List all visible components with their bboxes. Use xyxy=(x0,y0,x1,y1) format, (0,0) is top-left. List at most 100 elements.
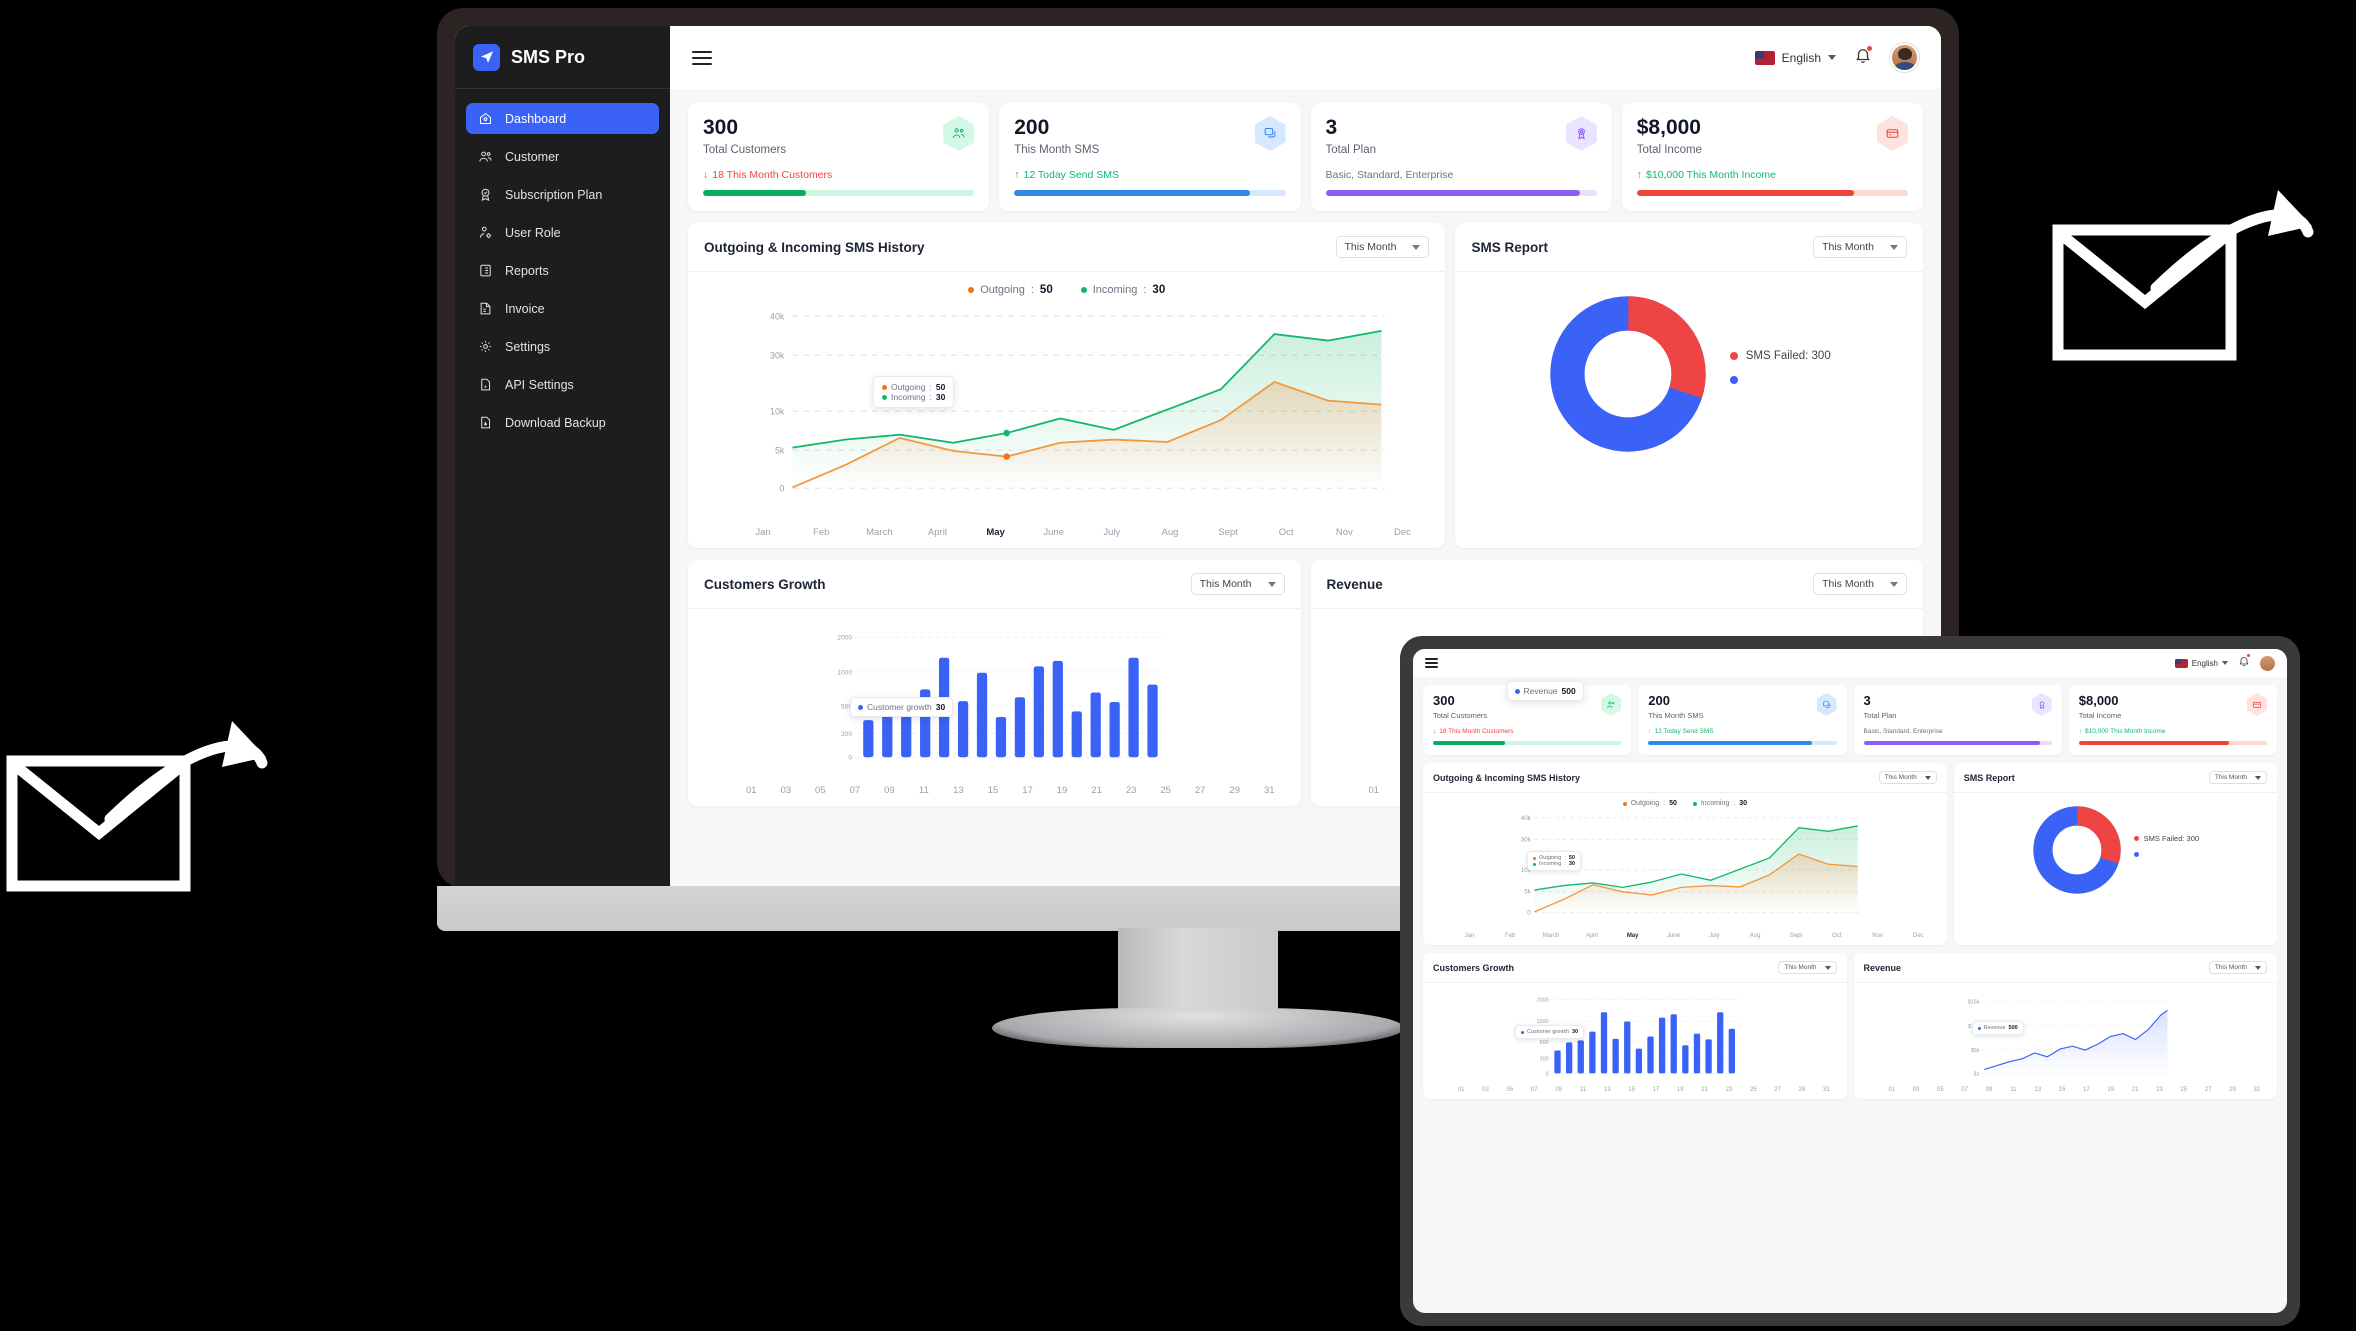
tablet-stat-cards: 300 Total Customers ↓ 18 This Month Cust… xyxy=(1423,685,2277,755)
legend-value: 50 xyxy=(1039,284,1053,297)
panel-sms-history: Outgoing & Incoming SMS History This Mon… xyxy=(1423,763,1947,945)
avatar[interactable] xyxy=(1890,43,1919,72)
stat-trend-label: Basic, Standard, Enterprise xyxy=(1863,728,1943,735)
revenue-xaxis: 01 03 05 07 09 11 13 15 17 19 21 23 25 2… xyxy=(1854,1085,2278,1099)
language-selector[interactable]: English xyxy=(2174,658,2228,668)
svg-text:$5k: $5k xyxy=(1970,1048,1979,1054)
legend-item-incoming: Incoming: 30 xyxy=(1692,800,1747,807)
stat-card-total-plan: 3 Total Plan Basic, Standard, Enterprise xyxy=(1310,103,1612,212)
tooltip-dot xyxy=(858,704,863,710)
decorative-envelope-icon xyxy=(6,721,268,892)
xaxis-tick: 05 xyxy=(1937,1087,1944,1093)
customers-growth-chart: 2000 1000 500 200 0 xyxy=(688,609,1301,781)
sidebar-item-settings[interactable]: Settings xyxy=(466,331,659,362)
xaxis-tick: Nov xyxy=(1335,527,1353,539)
tooltip-dot xyxy=(1514,688,1520,694)
svg-text:1000: 1000 xyxy=(837,669,852,676)
xaxis-tick: 13 xyxy=(953,785,964,797)
legend-item-sms-sent xyxy=(2133,852,2199,857)
award-ribbon-icon xyxy=(2031,693,2052,716)
sms-history-legend: Outgoing: 50 Incoming: 30 xyxy=(1423,793,1947,809)
sms-report-filter-select[interactable]: This Month xyxy=(1813,236,1907,259)
revenue-filter-select[interactable]: This Month xyxy=(1813,573,1907,596)
revenue-filter-select[interactable]: This Month xyxy=(2208,961,2267,974)
sidebar-item-user-role[interactable]: User Role xyxy=(466,217,659,248)
svg-text:5k: 5k xyxy=(1524,889,1531,896)
customers-growth-filter-select[interactable]: This Month xyxy=(1190,573,1285,596)
sms-history-filter-select[interactable]: This Month xyxy=(1335,236,1430,259)
stat-value: 200 xyxy=(1014,116,1050,139)
paper-plane-icon xyxy=(473,43,500,71)
xaxis-tick: 31 xyxy=(1263,785,1275,797)
stat-trend: Basic, Standard, Enterprise xyxy=(1326,169,1597,181)
sidebar-item-invoice[interactable]: Invoice xyxy=(466,293,659,324)
charts-row-1: Outgoing & Incoming SMS History This Mon… xyxy=(688,223,1923,549)
invoice-icon xyxy=(478,301,493,316)
progress-track xyxy=(2078,741,2267,745)
stat-card-total-income: $8,000 Total Income ↑ $10,000 This Month… xyxy=(2068,685,2277,755)
tooltip-dot xyxy=(1977,1026,1981,1030)
tooltip-label: Incoming xyxy=(891,392,926,403)
tooltip-value: 30 xyxy=(1571,1029,1579,1035)
revenue-chart: $15k$10k $5k$1 Revenue 500 xyxy=(1854,983,2278,1085)
xaxis-tick: 19 xyxy=(1056,785,1068,797)
sidebar-item-customer[interactable]: Customer xyxy=(466,141,659,172)
stat-cards: 300 Total Customers ↓ 18 This Month Cust… xyxy=(688,103,1923,212)
avatar[interactable] xyxy=(2260,655,2275,671)
stat-label: Total Plan xyxy=(1325,144,1377,157)
sms-report-filter-select[interactable]: This Month xyxy=(2208,771,2267,784)
stat-label: Total Customers xyxy=(1433,711,1488,720)
area-chart-svg: 40k 30k 10k 5k 0 xyxy=(770,312,1385,494)
income-card-icon xyxy=(1877,116,1908,151)
stat-card-this-month-sms: 200 This Month SMS ↑ 12 Today Send SMS xyxy=(999,103,1301,212)
xaxis-tick: 27 xyxy=(1194,785,1206,797)
customers-growth-chart: 2000 1000 500 200 0 xyxy=(1423,983,1847,1085)
legend-label: SMS Failed: 300 xyxy=(2143,834,2200,843)
xaxis-tick: 07 xyxy=(1530,1087,1538,1093)
select-value: This Month xyxy=(1822,578,1874,591)
sidebar-item-api-settings[interactable]: API Settings xyxy=(466,369,659,400)
sidebar-item-reports[interactable]: Reports xyxy=(466,255,659,286)
xaxis-tick: 21 xyxy=(2131,1087,2139,1093)
legend-label: Incoming xyxy=(1700,800,1730,807)
tooltip-value: 50 xyxy=(935,382,946,393)
customers-growth-filter-select[interactable]: This Month xyxy=(1778,961,1837,974)
tablet-charts-row-2: Customers Growth This Month xyxy=(1423,953,2277,1099)
chat-bubbles-icon xyxy=(1816,693,1837,716)
legend-dot xyxy=(1729,352,1738,361)
stat-trend-label: 12 Today Send SMS xyxy=(1023,169,1120,182)
select-value: This Month xyxy=(1884,774,1917,781)
svg-text:2000: 2000 xyxy=(837,635,852,642)
hamburger-icon[interactable] xyxy=(1425,658,1438,668)
legend-label: SMS Failed: 300 xyxy=(1745,350,1831,363)
sidebar-item-label: Reports xyxy=(505,263,549,278)
sidebar-item-dashboard[interactable]: Dashboard xyxy=(466,103,659,134)
svg-text:0: 0 xyxy=(1527,910,1531,917)
stat-label: Total Income xyxy=(1636,144,1702,157)
sidebar-item-download-backup[interactable]: Download Backup xyxy=(466,407,659,438)
sidebar-item-subscription-plan[interactable]: Subscription Plan xyxy=(466,179,659,210)
legend-value: 50 xyxy=(1669,800,1677,807)
language-selector[interactable]: English xyxy=(1754,50,1836,65)
xaxis-tick: 01 xyxy=(1368,785,1380,797)
tooltip-dot xyxy=(882,394,887,400)
sms-history-filter-select[interactable]: This Month xyxy=(1878,771,1937,784)
xaxis-tick: 13 xyxy=(2034,1087,2042,1093)
stat-label: This Month SMS xyxy=(1648,711,1704,720)
xaxis-tick: 03 xyxy=(780,785,792,797)
xaxis-tick: Dec xyxy=(1913,933,1924,939)
notification-bell[interactable] xyxy=(2238,653,2251,672)
xaxis-tick: 27 xyxy=(2204,1087,2212,1093)
notification-bell[interactable] xyxy=(1854,45,1873,69)
xaxis-tick: 03 xyxy=(1912,1087,1920,1093)
tooltip-value: 500 xyxy=(2008,1025,2018,1031)
xaxis-tick: Aug xyxy=(1749,933,1761,939)
xaxis-tick: April xyxy=(927,527,947,539)
xaxis-tick: 01 xyxy=(745,785,757,797)
hamburger-icon[interactable] xyxy=(692,50,712,65)
language-label: English xyxy=(2191,658,2218,668)
legend-dot xyxy=(2133,836,2139,841)
sms-history-xaxis: Jan Feb March April May June July Aug Se… xyxy=(688,523,1445,548)
stat-value: $8,000 xyxy=(2078,693,2119,708)
svg-text:0: 0 xyxy=(848,755,852,762)
